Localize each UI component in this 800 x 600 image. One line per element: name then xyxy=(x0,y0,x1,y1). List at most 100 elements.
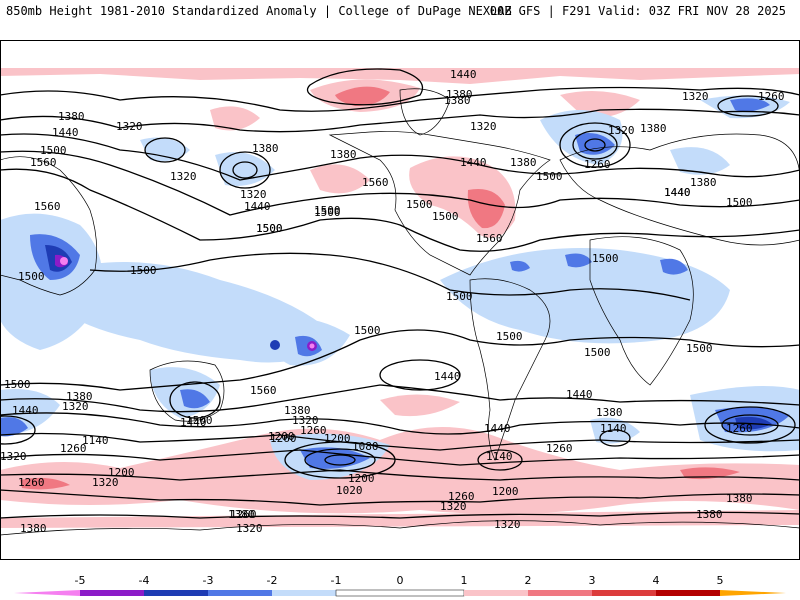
positive-anomaly-bottom xyxy=(0,510,800,528)
contour-label: 1500 xyxy=(496,330,523,343)
extreme-negative-c-pacific xyxy=(309,343,315,349)
contour-label: 1440 xyxy=(52,126,79,139)
contour-1320-n xyxy=(0,108,800,133)
contour-labels: 1440 1380 1320 1260 1380 1440 1320 1500 … xyxy=(0,68,785,535)
contour-label: 1200 xyxy=(108,466,135,479)
greenland-coast xyxy=(399,88,451,136)
colorbar-segment-zero xyxy=(335,589,465,597)
colorbar-segment-pos3 xyxy=(592,590,656,596)
negative-anomaly-nw-pacific-low xyxy=(140,137,190,162)
contour-label: 1500 xyxy=(256,222,283,235)
contour-label: 1500 xyxy=(432,210,459,223)
colorbar-tick: 3 xyxy=(589,574,596,587)
strong-negative-s-indian xyxy=(735,416,772,430)
positive-anomaly-arctic xyxy=(0,68,800,84)
colorbar-segment-neg2 xyxy=(208,590,272,596)
contour-label: 1380 xyxy=(284,404,311,417)
height-contours xyxy=(0,68,800,519)
colorbar-segment-pos4 xyxy=(656,590,720,596)
contour-label: 1080 xyxy=(352,440,379,453)
contour-label: 1500 xyxy=(406,198,433,211)
contour-label: 1380 xyxy=(252,142,279,155)
contour-label: 1140 xyxy=(82,434,109,447)
north-america-coast xyxy=(328,131,551,276)
colorbar: -5 -4 -3 -2 -1 0 1 2 3 4 5 xyxy=(14,574,786,597)
mod-negative-s-america-2 xyxy=(510,260,530,272)
mod-negative-s-america-1 xyxy=(565,253,592,268)
low-s-indian xyxy=(704,406,796,444)
contour-1320-s2 xyxy=(0,511,800,519)
contour-label: 1380 xyxy=(696,508,723,521)
contour-label: 1320 xyxy=(116,120,143,133)
anomaly-map: 1440 1380 1320 1260 1380 1440 1320 1500 … xyxy=(0,40,800,560)
contour-label: 1560 xyxy=(30,156,57,169)
contour-label: 1380 xyxy=(446,88,473,101)
colorbar-segment-neg3 xyxy=(144,590,208,596)
colorbar-ticks: -5 -4 -3 -2 -1 0 1 2 3 4 5 xyxy=(75,574,724,587)
colorbar-tick: -4 xyxy=(139,574,150,587)
mod-negative-australia xyxy=(180,389,210,409)
mod-negative-se-pacific xyxy=(300,447,370,469)
contour-label: 1380 xyxy=(330,148,357,161)
contour-label: 1440 xyxy=(664,186,691,199)
contour-label: 1320 xyxy=(62,400,89,413)
contour-1320-s xyxy=(0,432,800,451)
contour-label: 1500 xyxy=(446,290,473,303)
contour-label: 1200 xyxy=(268,430,295,443)
contour-label: 1200 xyxy=(348,472,375,485)
contour-label: 1320 xyxy=(0,450,27,463)
mod-negative-c-pacific-2 xyxy=(270,340,280,350)
contour-label: 1320 xyxy=(470,120,497,133)
contour-label: 1560 xyxy=(362,176,389,189)
contour-label: 1560 xyxy=(34,200,61,213)
contour-label: 1440 xyxy=(566,388,593,401)
low-s-atlantic-2 xyxy=(477,449,523,471)
strong-positive-greenland xyxy=(335,86,390,106)
contour-label: 1320 xyxy=(292,414,319,427)
contour-label: 1440 xyxy=(434,370,461,383)
contour-label: 1140 xyxy=(486,450,513,463)
colorbar-segment-pos5 xyxy=(720,590,786,596)
strong-positive-s-pacific xyxy=(20,477,70,490)
colorbar-segment-pos1 xyxy=(464,590,528,596)
contour-label: 1380 xyxy=(640,122,667,135)
colorbar-tick: 4 xyxy=(653,574,660,587)
contour-label: 1380 xyxy=(58,110,85,123)
contour-label: 1560 xyxy=(250,384,277,397)
negative-anomaly-n-pacific xyxy=(215,152,275,186)
low-n-pacific-inner xyxy=(232,161,258,179)
africa-coast xyxy=(589,236,694,386)
low-n-pacific xyxy=(219,151,271,189)
low-se-pacific-2 xyxy=(304,448,376,472)
antarctica-coast xyxy=(0,520,800,536)
contour-1440-arctic xyxy=(306,68,424,106)
contour-label: 1380 xyxy=(596,406,623,419)
contour-label: 1320 xyxy=(240,188,267,201)
contour-label: 1320 xyxy=(682,90,709,103)
south-america-coast xyxy=(469,278,551,461)
contour-label: 1320 xyxy=(170,170,197,183)
strong-positive-antarctic xyxy=(680,467,740,480)
contour-label: 1380 xyxy=(444,94,471,107)
colorbar-segment-neg5 xyxy=(14,590,80,596)
contour-label: 1260 xyxy=(726,422,753,435)
colorbar-tick: 1 xyxy=(461,574,468,587)
contour-label: 1320 xyxy=(92,476,119,489)
colorbar-segments xyxy=(14,589,786,597)
negative-anomaly-s-america xyxy=(440,248,730,344)
contour-label: 1440 xyxy=(244,200,271,213)
colorbar-tick: -5 xyxy=(75,574,86,587)
contour-1260-s xyxy=(0,449,800,466)
strong-positive-eastus xyxy=(467,189,505,229)
contour-label: 1260 xyxy=(546,442,573,455)
colorbar-tick: 5 xyxy=(717,574,724,587)
contour-label: 1500 xyxy=(686,342,713,355)
positive-anomaly-pacific xyxy=(310,164,370,194)
map-title: 850mb Height 1981-2010 Standardized Anom… xyxy=(6,4,512,18)
low-n-atlantic-2 xyxy=(572,130,618,160)
high-s-pacific xyxy=(379,359,461,391)
contour-label: 1440 xyxy=(484,422,511,435)
contour-label: 1260 xyxy=(60,442,87,455)
low-se-pacific-3 xyxy=(324,454,356,466)
low-sw-indian xyxy=(0,415,36,445)
